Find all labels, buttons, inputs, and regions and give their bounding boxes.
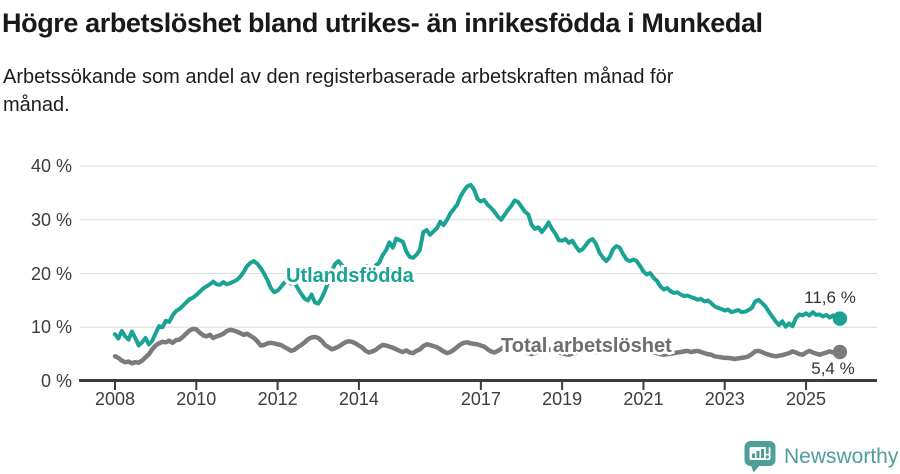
x-tick-label: 2019 bbox=[542, 389, 583, 409]
page-subtitle: Arbetssökande som andel av den registerb… bbox=[3, 66, 674, 116]
newsworthy-speech-bubble-chart-icon bbox=[744, 441, 776, 473]
chart-series bbox=[112, 182, 848, 366]
x-tick-label: 2021 bbox=[623, 389, 664, 409]
page-title: Högre arbetslöshet bland utrikes- än inr… bbox=[2, 8, 763, 38]
series-line-total-arbetsloshet bbox=[112, 326, 843, 366]
y-tick-label: 40 % bbox=[30, 156, 72, 176]
y-tick-label: 20 % bbox=[30, 263, 72, 284]
series-label-utlandsfodda: Utlandsfödda bbox=[286, 265, 414, 287]
y-tick-label: 10 % bbox=[30, 317, 72, 338]
x-tick-label: 2023 bbox=[704, 389, 745, 409]
x-tick-label: 2017 bbox=[460, 389, 501, 409]
series-label-total-arbetsloshet: Total arbetslöshet bbox=[501, 335, 672, 357]
x-tick-label: 2025 bbox=[786, 389, 827, 409]
y-tick-label: 30 % bbox=[30, 209, 72, 230]
gridlines bbox=[80, 165, 877, 328]
end-value-label-total-arbetsloshet: 5,4 % bbox=[811, 359, 855, 378]
x-tick-label: 2014 bbox=[338, 389, 379, 409]
x-tick-label: 2008 bbox=[94, 389, 136, 409]
x-tick-label: 2012 bbox=[257, 389, 298, 409]
x-tick-label: 2010 bbox=[176, 389, 217, 409]
newsworthy-brand-text: Newsworthy bbox=[784, 444, 899, 468]
series-end-dot bbox=[832, 311, 848, 326]
end-value-label-utlandsfodda: 11,6 % bbox=[804, 288, 856, 307]
y-tick-label: 0 % bbox=[40, 371, 72, 391]
x-axis bbox=[79, 379, 877, 390]
newsworthy-logo: Newsworthy bbox=[744, 440, 898, 473]
series-line-utlandsfodda bbox=[113, 182, 842, 348]
series-end-dot bbox=[832, 344, 848, 360]
